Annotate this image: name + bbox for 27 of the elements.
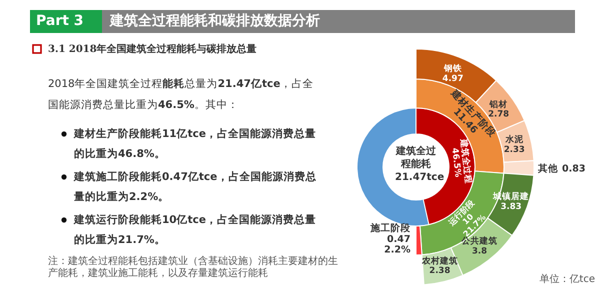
data-label: 2.78 (488, 110, 510, 120)
text: 建材生产阶段能耗11亿tce，占全国能源消费总量的比重为46.8%。 (74, 128, 316, 160)
data-label: 3.8 (472, 246, 488, 256)
series-label: 农村建筑 (420, 255, 458, 266)
text: Part 3 (36, 13, 84, 29)
data-label: 4.97 (442, 74, 464, 84)
legend-label: 其他 (536, 162, 559, 174)
category-label: 施工阶段 (369, 222, 412, 234)
series-label: 铝材 (488, 98, 508, 110)
text: 单位：亿tce (538, 272, 595, 286)
data-label: 0.47 (387, 234, 410, 245)
series-label: 水泥 (504, 134, 524, 146)
text: 3.1 2018年全国建筑全过程能耗与碳排放总量 (48, 42, 257, 56)
text: 建筑全过程能耗 (396, 146, 436, 170)
data-label: 0.83 (562, 163, 586, 174)
text: 建筑施工阶段能耗0.47亿tce，占全国能源消费总量的比重为2.2%。 (74, 171, 316, 203)
series-label: 钢铁 (442, 63, 463, 74)
text: 注：建筑全过程能耗包括建筑业（含基础设施）消耗主要建材的生产能耗，建筑业施工能耗，以及存量建筑运行能耗 (48, 256, 338, 280)
data-label: 2.38 (429, 266, 450, 276)
text: 2.2% (384, 244, 410, 256)
text: 建筑运行阶段能耗10亿tce，占全国能源消费总量的比重为21.7%。 (74, 214, 316, 246)
data-label: 3.83 (500, 202, 522, 212)
text: 2018年全国建筑全过程能耗总量为21.47亿tce，占全国能源消费总量比重为46.5%。其中： (48, 78, 314, 111)
series-label: 公共建筑 (460, 236, 498, 247)
text: 21.47tce (395, 172, 444, 183)
text: 建筑全过程能耗和碳排放数据分析 (110, 12, 320, 30)
data-label: 2.33 (504, 144, 525, 155)
